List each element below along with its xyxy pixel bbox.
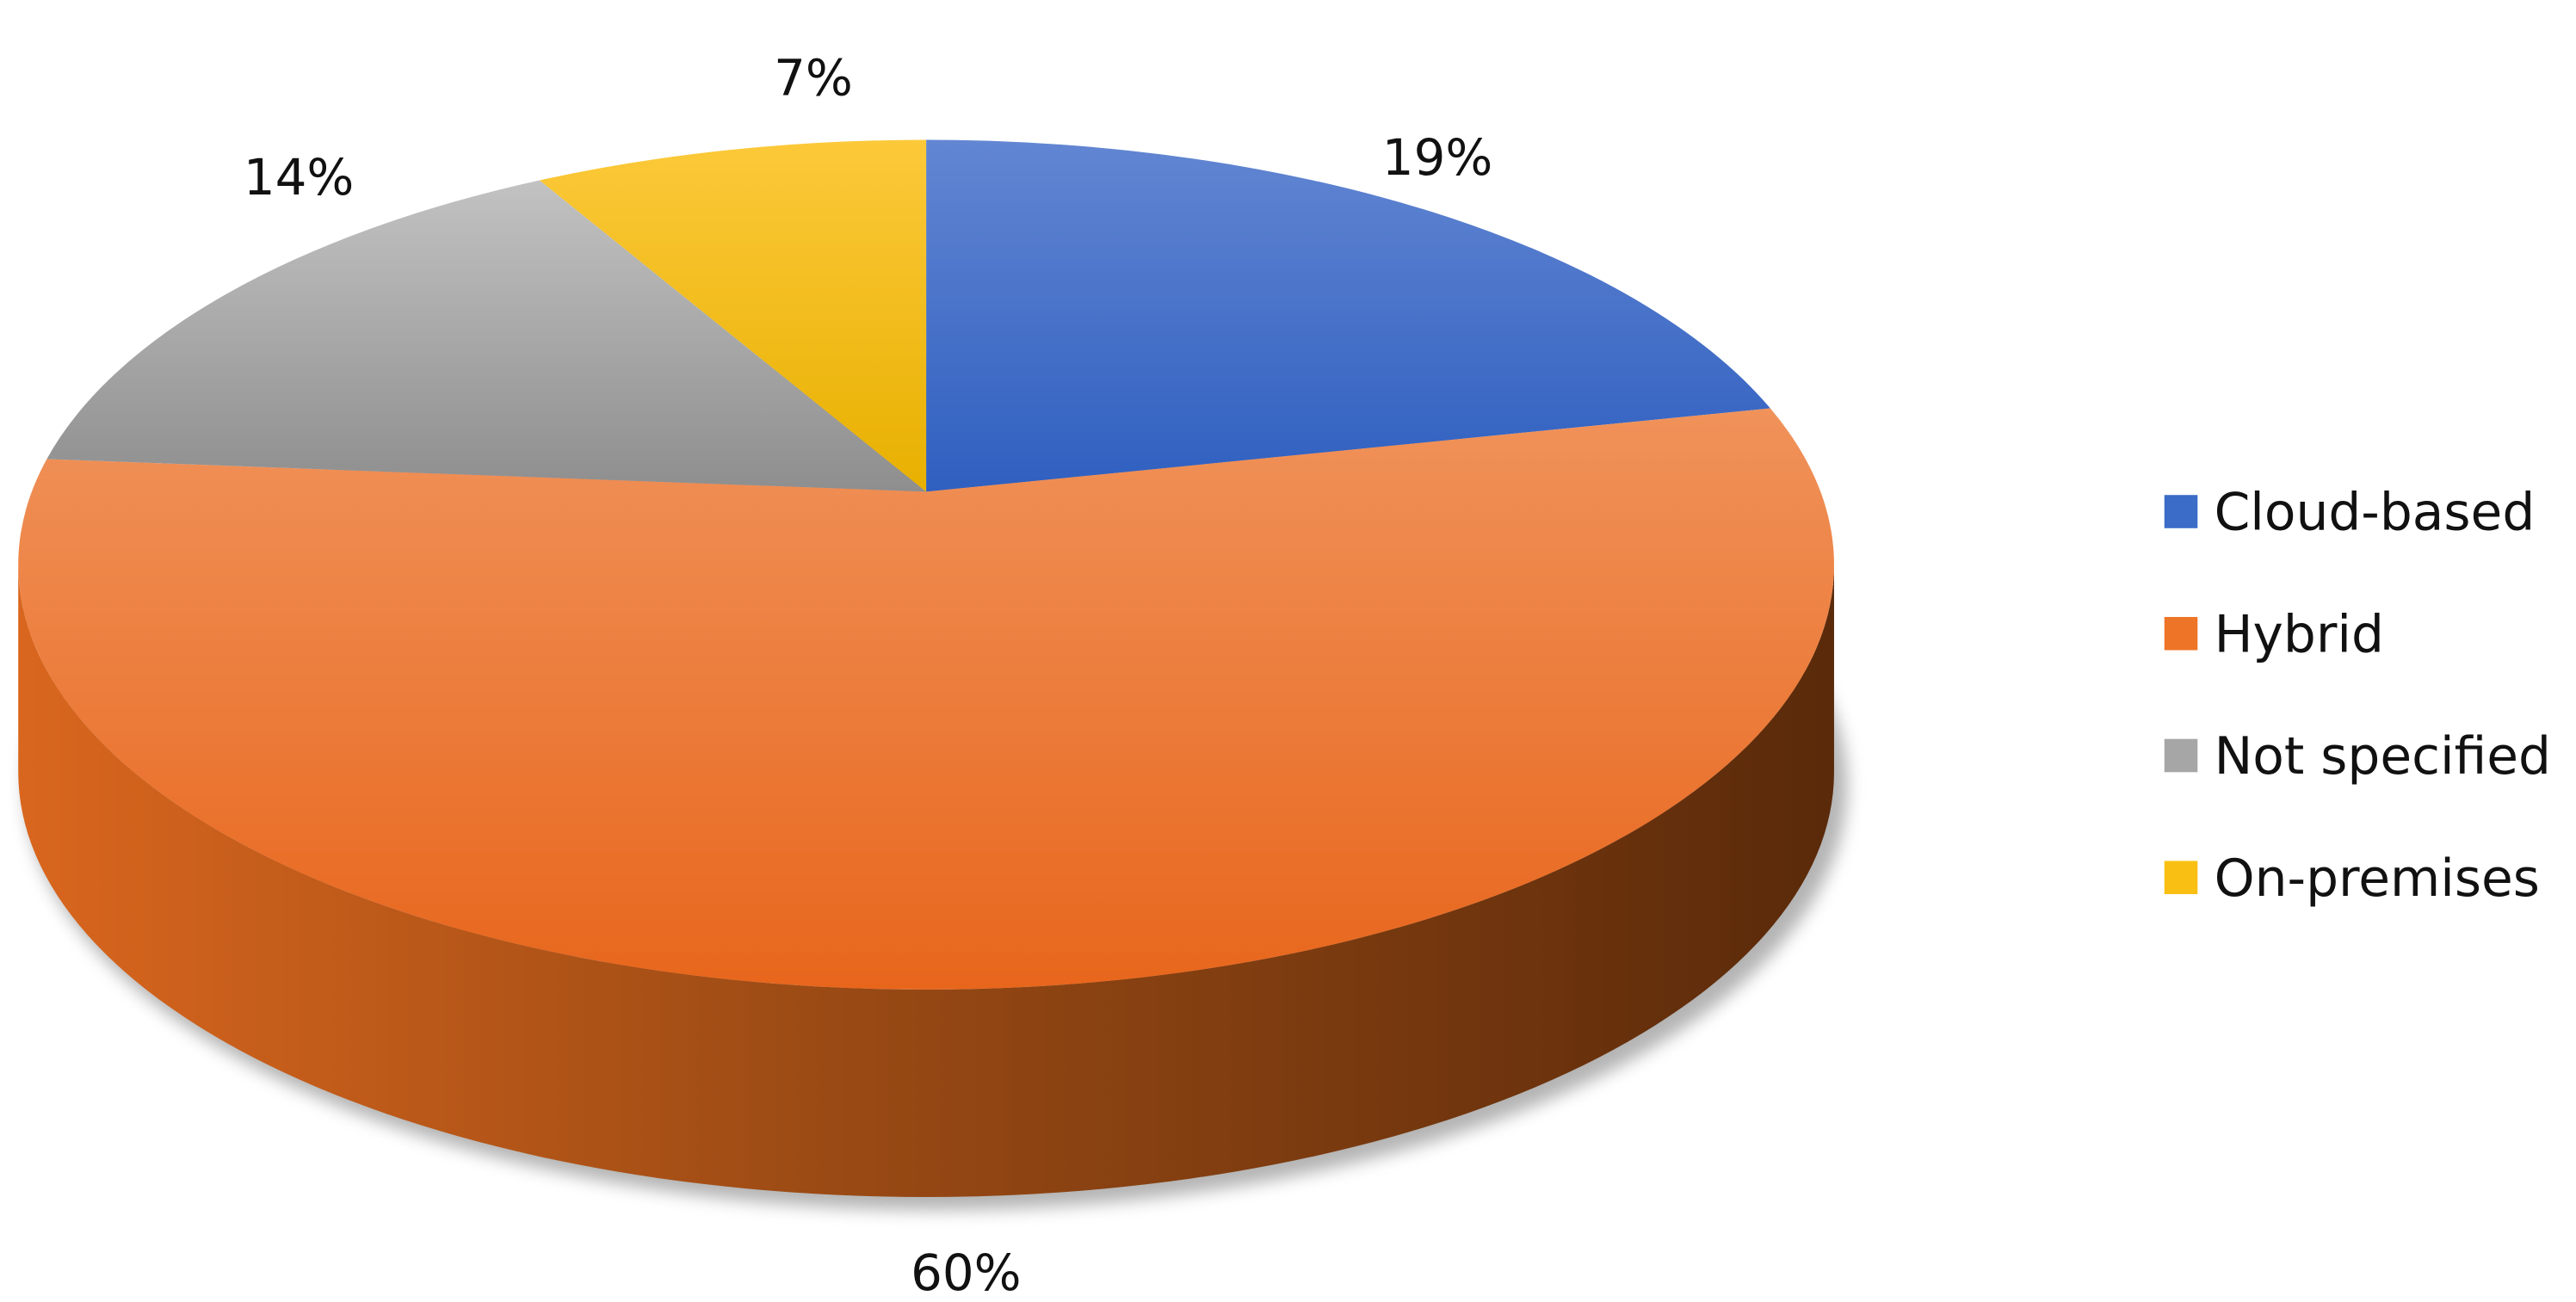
data-label: 14%	[244, 148, 355, 207]
legend-item: Cloud-based	[2164, 484, 2536, 543]
data-label: 19%	[1382, 128, 1493, 187]
legend-swatch	[2164, 861, 2198, 895]
pie-group	[18, 139, 1848, 1211]
pie-side-hybrid	[18, 565, 1834, 1197]
pie-slice-hybrid	[18, 408, 1834, 990]
legend-label: Not specified	[2215, 727, 2551, 787]
legend-label: On-premises	[2215, 849, 2540, 909]
legend-label: Hybrid	[2215, 605, 2384, 664]
data-label: 7%	[774, 48, 853, 107]
legend-swatch	[2164, 738, 2198, 773]
data-label: 60%	[911, 1243, 1022, 1302]
pie-slice-on-premises	[539, 139, 927, 492]
data-labels: 19% 60% 14% 7%	[244, 48, 1493, 1302]
legend-swatch	[2164, 616, 2198, 651]
legend: Cloud-based Hybrid Not specified On-premise…	[2164, 484, 2551, 909]
legend-item: Hybrid	[2164, 605, 2384, 664]
legend-item: On-premises	[2164, 849, 2540, 909]
legend-item: Not specified	[2164, 727, 2551, 787]
pie-slice-cloud-based	[926, 139, 1770, 492]
legend-label: Cloud-based	[2215, 484, 2536, 543]
pie-slice-not-specified	[46, 180, 927, 492]
legend-swatch	[2164, 495, 2198, 528]
